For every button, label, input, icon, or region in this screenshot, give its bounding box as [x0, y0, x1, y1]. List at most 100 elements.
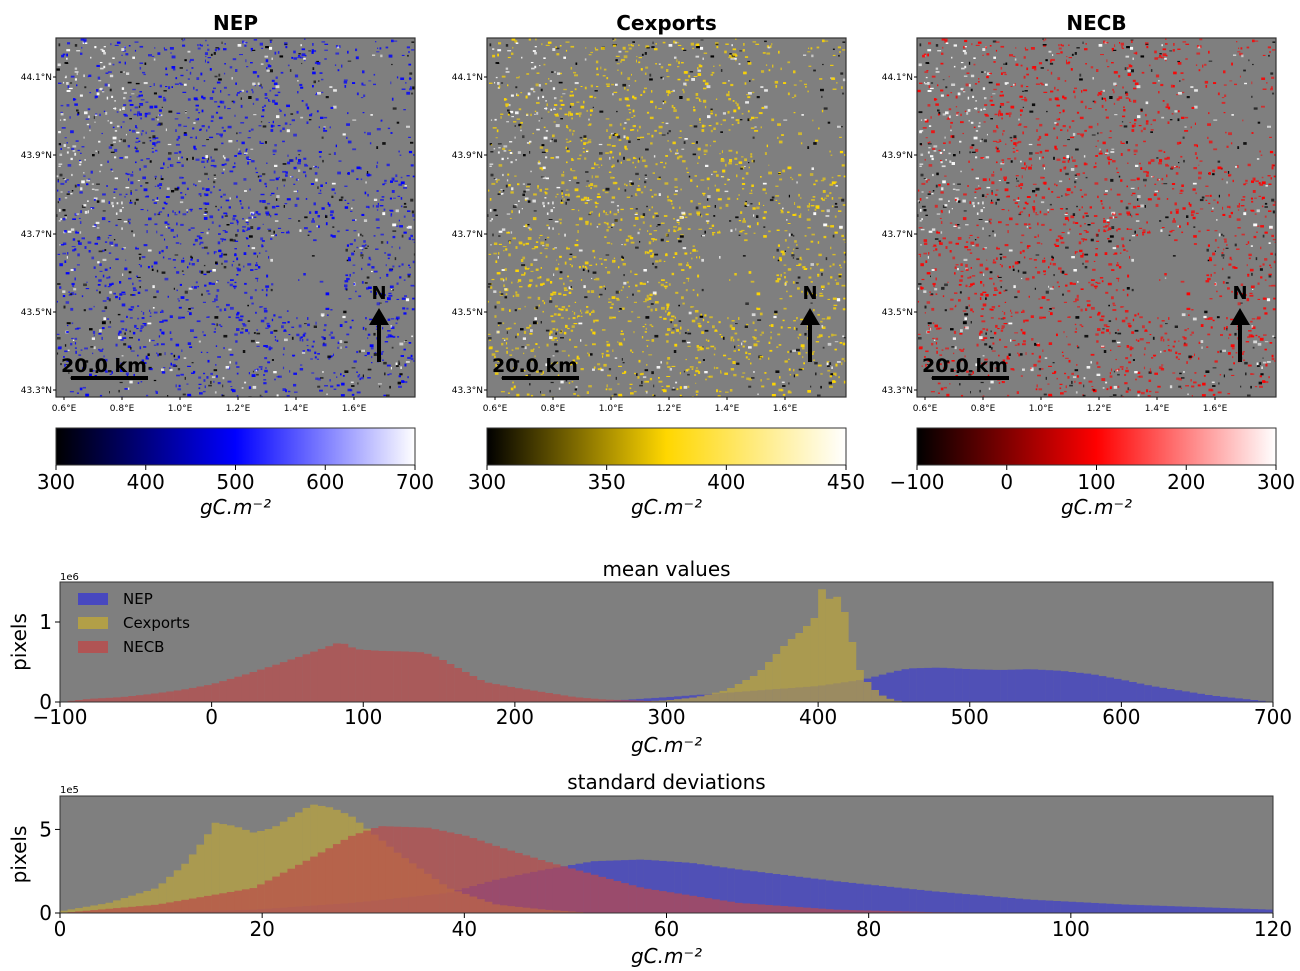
histogram-bar: [1257, 700, 1266, 702]
colorbar-unit-label: gC.m⁻²: [1061, 495, 1132, 519]
histogram-bar: [241, 829, 250, 913]
histogram-bar: [1227, 697, 1236, 702]
y-tick-label: 5: [39, 817, 52, 841]
histogram-bar: [689, 697, 698, 702]
x-tick-label: 400: [799, 705, 837, 729]
histogram-bar: [886, 886, 895, 913]
x-tick-label: 120: [1254, 917, 1292, 941]
histogram-bar: [651, 697, 660, 702]
histogram-bar: [461, 835, 470, 913]
histogram-bar: [727, 688, 735, 702]
histogram-bar: [727, 901, 735, 913]
histogram-bar: [196, 844, 205, 913]
histogram-bar: [901, 669, 910, 702]
histogram-bar: [977, 895, 986, 913]
histogram-bar: [825, 598, 834, 702]
scalebar: [932, 376, 1009, 380]
histogram-bar: [82, 906, 91, 913]
histogram-bar: [658, 891, 667, 913]
histogram-bar: [810, 878, 819, 913]
histogram-bar: [863, 682, 872, 702]
lon-tick-label: 0.8°E: [971, 404, 996, 414]
lon-tick-label: 0.6°E: [483, 404, 508, 414]
histogram-bar: [1189, 906, 1198, 913]
lat-tick-label: 43.3°N: [882, 386, 913, 396]
histogram-bar: [643, 859, 652, 913]
histogram-bar: [75, 700, 83, 702]
histogram-bar: [1037, 669, 1046, 702]
histogram-bar: [234, 890, 243, 913]
histogram-bar: [681, 862, 690, 913]
histogram-bar: [1204, 907, 1213, 913]
histogram-bar: [636, 859, 644, 913]
histogram-bar: [469, 676, 478, 702]
histogram-bar: [1151, 686, 1160, 702]
colorbar-gradient: [55, 427, 416, 466]
histogram-bar: [363, 830, 372, 913]
north-arrow-icon: [369, 308, 389, 325]
lon-tick-label: 1.2°E: [1087, 404, 1112, 414]
histogram-bar: [1030, 899, 1039, 913]
histogram-bar: [992, 669, 1001, 702]
histogram-bar: [295, 812, 303, 913]
histogram-bar: [385, 651, 394, 702]
histogram-bar: [658, 697, 667, 702]
histogram-bar: [621, 883, 629, 913]
histogram-bar: [1075, 672, 1084, 702]
histogram-bar: [317, 648, 326, 702]
histogram-bar: [757, 872, 766, 913]
histogram-bar: [1174, 906, 1183, 913]
histogram-bar: [257, 669, 265, 702]
x-tick-label: −100: [33, 705, 88, 729]
histogram-bar: [863, 910, 872, 913]
histogram-bar: [287, 817, 296, 913]
colorbar-tick-label: 700: [396, 470, 434, 494]
histogram-bar: [765, 905, 773, 913]
histogram-bar: [666, 696, 675, 702]
histogram-bar: [871, 690, 879, 702]
histogram-bar: [105, 902, 114, 913]
histogram-bar: [370, 650, 379, 702]
histogram-bar: [204, 895, 212, 913]
histogram-bar: [302, 860, 311, 913]
histogram-bar: [249, 672, 258, 702]
histogram-bar: [780, 646, 788, 702]
histogram-bar: [1106, 903, 1114, 913]
histogram-bar: [931, 891, 940, 913]
histogram-bar: [719, 900, 728, 913]
histogram-bar: [795, 876, 804, 913]
histogram-bar: [1091, 674, 1099, 702]
histogram-bar: [158, 903, 167, 913]
histogram-bar: [1075, 902, 1084, 913]
histogram-bar: [1250, 700, 1259, 702]
histogram-bar: [833, 881, 842, 913]
histogram-bar: [689, 863, 698, 913]
histogram-bar: [1015, 898, 1024, 913]
histogram-bar: [196, 686, 205, 702]
histogram-bar: [219, 824, 227, 913]
histogram-bar: [666, 861, 675, 913]
histogram-bar: [704, 898, 713, 913]
histogram-bar: [1015, 669, 1024, 702]
histogram-bar: [901, 911, 910, 913]
y-tick-label: 0: [39, 901, 52, 925]
histogram-bar: [749, 676, 758, 702]
histogram-bar: [1083, 902, 1092, 913]
histogram-bar: [317, 852, 326, 913]
histogram-bar: [90, 698, 99, 702]
colorbar-tick-label: 200: [1167, 470, 1205, 494]
histogram-bar: [173, 870, 182, 913]
y-tick-label: 1: [39, 610, 52, 634]
histogram-bar: [120, 907, 129, 913]
legend-label: NEP: [123, 590, 153, 608]
histogram-bar: [135, 906, 144, 913]
histogram-bar: [893, 700, 902, 702]
colorbar-tick-label: 500: [216, 470, 254, 494]
series-necb: [60, 826, 1031, 914]
histogram-bar: [605, 699, 614, 702]
histogram-bar: [128, 906, 137, 913]
histogram-bar: [484, 843, 493, 913]
histogram-bar: [120, 898, 129, 913]
histogram-bar: [681, 698, 690, 702]
histogram-bar: [643, 698, 652, 702]
